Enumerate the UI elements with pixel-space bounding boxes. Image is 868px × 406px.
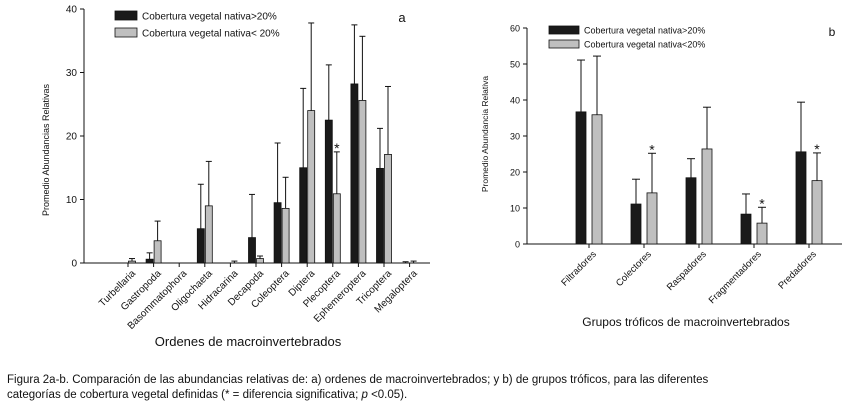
y-tick-label: 0 [71,259,77,270]
bar [196,228,205,264]
bar [575,111,587,245]
figure-caption: Figura 2a-b. Comparación de las abundanc… [7,373,857,403]
bar [324,119,333,264]
legend-label: Cobertura vegetal nativa<20% [584,40,705,50]
caption-p-symbol: p [361,389,368,401]
y-tick-label: 40 [66,5,78,16]
significance-marker: * [814,141,820,157]
x-tick-label: Raspadores [665,249,709,293]
bar [685,177,697,245]
caption-line-2-end: <0.05). [367,389,408,401]
bar [145,258,154,264]
x-tick-label: Fragmentadores [707,249,764,306]
bar [358,100,367,264]
y-tick-label: 0 [515,240,520,250]
x-axis-title: Ordenes de macroinvertebrados [155,334,342,349]
bar [273,202,282,264]
legend-swatch [114,10,138,21]
y-tick-label: 20 [66,132,78,143]
bar [756,222,768,245]
y-tick-label: 40 [510,96,520,106]
bar [701,148,713,245]
bar [646,192,658,245]
bar [307,110,316,264]
x-axis-title: Grupos tróficos de macroinvertebrados [582,315,789,329]
bar [248,237,256,264]
bar [811,180,823,245]
y-axis-title: Promedio Abundancias Relativas [41,83,51,216]
y-tick-label: 10 [510,204,520,214]
bar [332,193,341,264]
bar [740,213,752,245]
chart-panel-a: 010203040TurbellariaGastropodaBasommatop… [41,5,430,349]
caption-line-1: Figura 2a-b. Comparación de las abundanc… [7,374,709,386]
panel-label: b [829,25,836,39]
legend-swatch [548,39,580,49]
bar [376,167,384,264]
bar [299,167,308,264]
significance-marker: * [759,195,765,211]
caption-line-2: categorías de cobertura vegetal definida… [7,388,857,403]
x-tick-label: Colectores [614,249,654,289]
bar [281,207,290,264]
bar [128,260,136,264]
panel-label: a [398,10,406,25]
x-tick-label: Predadores [776,249,819,292]
bar [204,205,213,264]
bar [256,258,264,264]
y-axis-title: Promedio Abundancia Relativa [480,76,490,193]
y-tick-label: 10 [66,195,78,206]
legend-swatch [114,27,138,38]
significance-marker: * [334,140,340,156]
bar [350,83,359,264]
bar [384,154,392,264]
bar [153,240,162,264]
bar [795,151,807,245]
y-tick-label: 60 [510,24,520,34]
y-tick-label: 30 [510,132,520,142]
legend-label: Cobertura vegetal nativa>20% [584,26,705,36]
figure: 010203040TurbellariaGastropodaBasommatop… [41,5,842,349]
y-tick-label: 30 [66,68,78,79]
caption-line-2-start: categorías de cobertura vegetal definida… [7,389,362,401]
chart-panel-b: 0 10 20 30 40 50 60 Filtradores Colectores Raspad… [480,24,842,329]
legend-swatch [548,25,580,35]
bar [591,114,603,245]
y-tick-label: 20 [510,168,520,178]
significance-marker: * [649,141,655,157]
x-tick-label: Filtradores [559,249,599,289]
legend-label: Cobertura vegetal nativa< 20% [142,29,280,40]
legend-label: Cobertura vegetal nativa>20% [142,12,277,23]
bar [630,203,642,245]
y-tick-label: 50 [510,60,520,70]
